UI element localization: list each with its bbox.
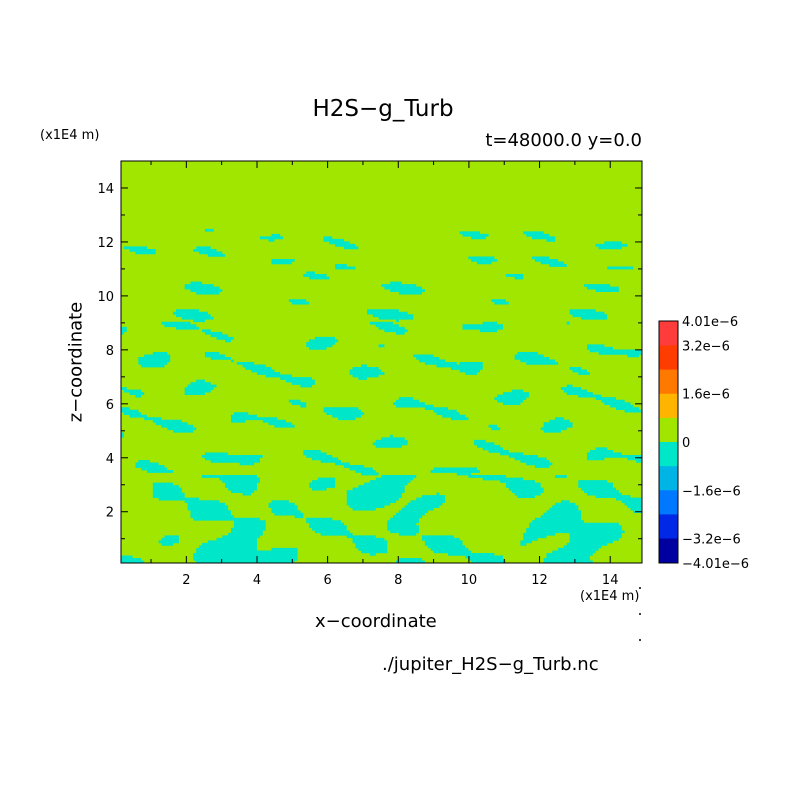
y-tick-label: 14 xyxy=(97,182,114,197)
y-tick-label: 12 xyxy=(97,236,114,251)
colorbar-band xyxy=(659,538,678,564)
colorbar-label: 3.2e−6 xyxy=(682,339,730,354)
colorbar-label: −4.01e−6 xyxy=(682,557,749,572)
negative-region xyxy=(121,228,642,563)
chart-title: H2S−g_Turb xyxy=(312,96,454,122)
x-tick-label: 8 xyxy=(394,573,402,588)
contour-field xyxy=(121,228,642,563)
y-axis-label: z−coordinate xyxy=(65,301,87,423)
chart-subtitle: t=48000.0 y=0.0 xyxy=(485,130,642,151)
source-filename: ./jupiter_H2S−g_Turb.nc xyxy=(382,654,599,675)
colorbar-band xyxy=(659,345,678,371)
colorbar-band xyxy=(659,442,678,467)
colorbar-frame xyxy=(658,320,679,564)
colorbar-band xyxy=(659,490,678,515)
y-tick-label: 8 xyxy=(106,344,114,359)
y-tick-label: 2 xyxy=(106,506,114,521)
x-tick-label: 10 xyxy=(461,573,478,588)
axis-ticks: 2 4 6 8 10 12 14 2 4 6 8 10 12 14 xyxy=(97,161,642,588)
plot-frame xyxy=(120,160,643,564)
x-tick-label: 4 xyxy=(253,573,261,588)
colorbar-label: −1.6e−6 xyxy=(682,484,741,499)
x-axis-label: x−coordinate xyxy=(315,611,437,632)
colorbar-band xyxy=(659,369,678,395)
colorbar-label: −3.2e−6 xyxy=(682,533,741,548)
y-tick-label: 6 xyxy=(106,398,114,413)
colorbar-label: 1.6e−6 xyxy=(682,388,730,403)
y-axis-unit: (x1E4 m) xyxy=(40,128,100,143)
colorbar-band xyxy=(659,393,678,419)
colorbar-band xyxy=(659,466,678,491)
x-tick-label: 2 xyxy=(182,573,190,588)
colorbar-label: 0 xyxy=(682,436,690,451)
x-tick-label: 12 xyxy=(531,573,548,588)
plot-background xyxy=(121,161,642,563)
x-axis-unit: (x1E4 m) xyxy=(580,589,640,604)
x-tick-label: 14 xyxy=(602,573,619,588)
colorbar: 4.01e−6 3.2e−6 1.6e−6 0 −1.6e−6 −3.2e−6 −4.01e… xyxy=(658,315,749,572)
corner-dot xyxy=(639,613,641,615)
plot-axes xyxy=(120,160,643,564)
x-tick-label: 6 xyxy=(323,573,331,588)
y-tick-label: 4 xyxy=(106,452,114,467)
colorbar-band xyxy=(659,514,678,540)
colorbar-band xyxy=(659,321,678,346)
colorbar-label: 4.01e−6 xyxy=(682,315,738,330)
y-tick-label: 10 xyxy=(97,290,114,305)
plot-fill xyxy=(121,161,642,563)
colorbar-band xyxy=(659,417,678,443)
corner-dot xyxy=(639,639,641,641)
